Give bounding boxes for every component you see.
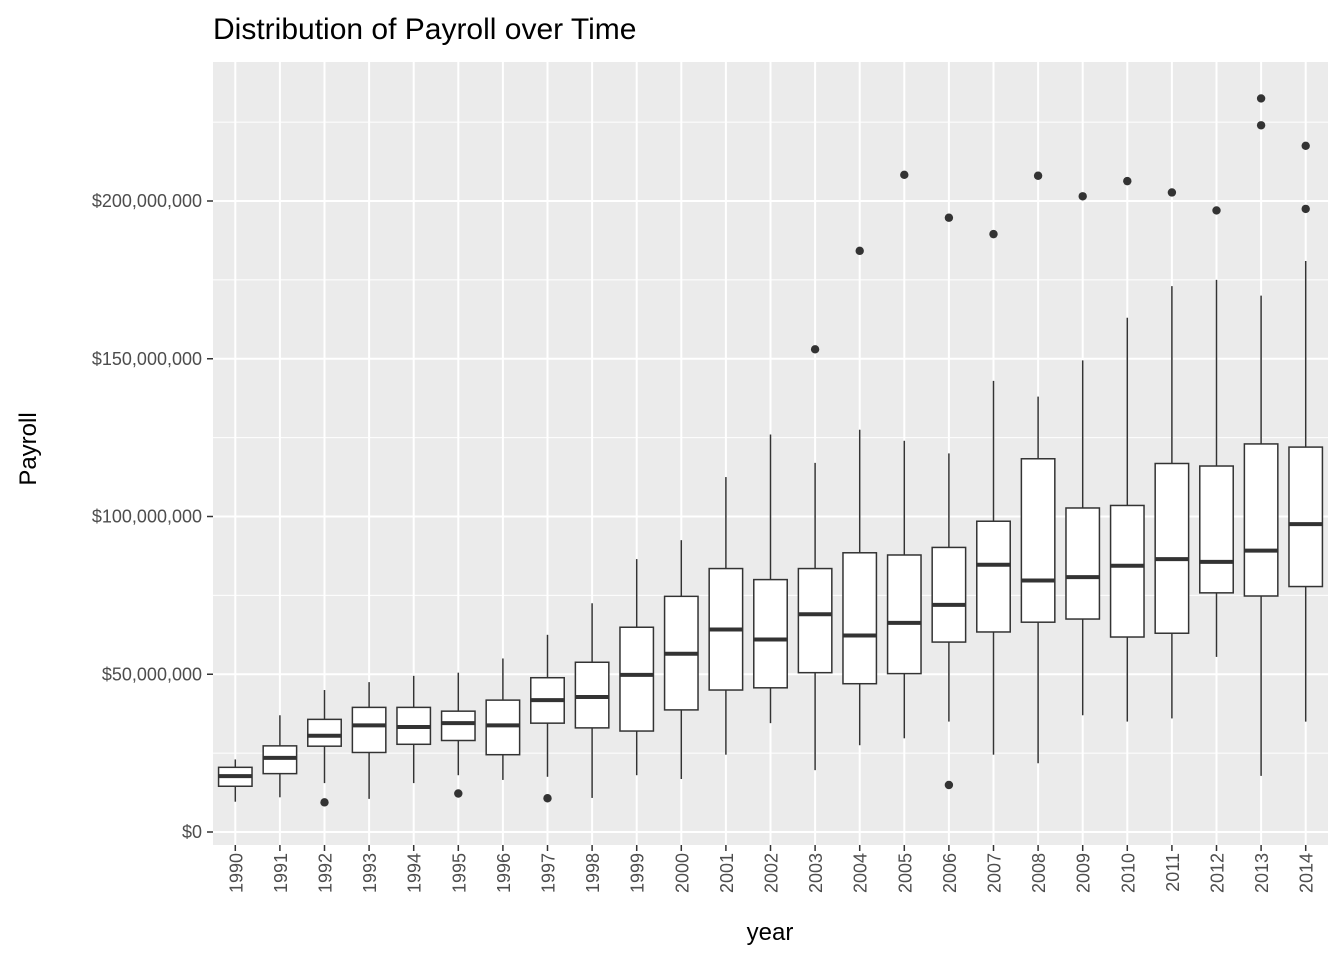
box-iqr	[931, 546, 967, 643]
outlier-point	[1301, 141, 1310, 150]
x-tick-label: 2003	[806, 853, 826, 893]
outlier-point	[1033, 171, 1043, 180]
chart-title: Distribution of Payroll over Time	[213, 13, 637, 46]
box-iqr	[1199, 465, 1234, 594]
x-tick-label: 2000	[672, 853, 692, 893]
outlier-point	[454, 789, 463, 798]
x-tick-label: 2010	[1118, 853, 1138, 893]
box-2000	[663, 540, 699, 779]
outlier-point	[855, 246, 864, 256]
outlier-point	[1078, 192, 1087, 201]
outlier-point	[1256, 121, 1266, 130]
box-2011	[1154, 188, 1190, 719]
box-2003	[797, 345, 833, 771]
box-2010	[1109, 176, 1145, 722]
x-tick-label: 2006	[940, 853, 960, 893]
box-2001	[708, 477, 744, 755]
box-iqr	[797, 567, 833, 674]
box-1992	[307, 690, 342, 807]
box-1998	[574, 603, 610, 798]
outlier-point	[1256, 94, 1266, 103]
boxplot-series	[217, 94, 1324, 807]
outlier-point	[944, 213, 954, 222]
x-tick-label: 2007	[985, 853, 1005, 893]
x-tick-label: 2011	[1163, 853, 1183, 892]
x-tick-label: 1999	[628, 853, 648, 893]
outlier-point	[944, 780, 954, 790]
x-axis-title: year	[747, 919, 794, 946]
box-iqr	[842, 552, 878, 685]
y-tick-label: $100,000,000	[92, 507, 202, 527]
x-tick-label: 2008	[1029, 853, 1049, 893]
x-tick-label: 1996	[494, 853, 514, 893]
x-tick-label: 1995	[449, 853, 469, 893]
x-tick-label: 1998	[583, 853, 603, 893]
x-tick-label: 1990	[226, 853, 246, 893]
x-tick-label: 2009	[1074, 853, 1094, 893]
y-axis-title: Payroll	[15, 412, 42, 485]
x-tick-label: 2013	[1252, 853, 1272, 893]
x-tick-label: 1997	[539, 853, 559, 893]
box-iqr	[753, 578, 788, 689]
box-iqr	[1065, 507, 1101, 620]
box-1990	[217, 759, 253, 802]
x-tick-label: 2005	[895, 853, 915, 893]
x-tick-label: 2014	[1297, 853, 1317, 893]
box-iqr	[976, 520, 1011, 633]
box-2007	[976, 229, 1011, 755]
x-tick-label: 2001	[717, 853, 737, 893]
box-2012	[1199, 206, 1234, 657]
box-1991	[262, 715, 298, 798]
x-tick-label: 1991	[271, 853, 291, 893]
box-2013	[1243, 94, 1279, 776]
box-iqr	[1288, 446, 1324, 588]
outlier-point	[989, 229, 998, 239]
box-2009	[1065, 192, 1101, 716]
box-iqr	[1154, 462, 1190, 634]
box-iqr	[619, 626, 655, 732]
x-tick-label: 2012	[1208, 853, 1228, 893]
box-iqr	[307, 718, 342, 747]
y-tick-label: $0	[182, 822, 202, 842]
outlier-point	[1167, 188, 1177, 197]
box-1995	[440, 672, 476, 798]
box-2004	[842, 246, 878, 746]
box-2005	[886, 170, 922, 739]
box-1994	[396, 675, 432, 784]
outlier-point	[1301, 204, 1310, 214]
box-iqr	[351, 706, 387, 754]
box-iqr	[1243, 443, 1279, 597]
outlier-point	[543, 794, 552, 803]
box-iqr	[1020, 458, 1056, 623]
y-tick-label: $50,000,000	[102, 664, 202, 684]
box-1993	[351, 682, 387, 799]
box-iqr	[1109, 504, 1145, 638]
outlier-point	[320, 798, 329, 807]
x-axis: 1990 1991 1992 1993 1994 1995 1996 1997 1998 1999…	[226, 845, 1317, 893]
x-tick-label: 1993	[360, 853, 380, 893]
outlier-point	[810, 345, 820, 354]
box-2014	[1288, 141, 1324, 722]
x-tick-label: 1992	[316, 853, 336, 893]
box-1999	[619, 559, 655, 776]
box-iqr	[440, 710, 476, 742]
box-iqr	[886, 554, 922, 675]
outlier-point	[900, 170, 909, 180]
box-1996	[485, 658, 521, 780]
box-2006	[931, 213, 967, 790]
box-1997	[530, 634, 565, 803]
box-2008	[1020, 171, 1056, 764]
x-tick-label: 1994	[405, 853, 425, 893]
outlier-point	[1123, 176, 1132, 186]
y-tick-label: $200,000,000	[92, 191, 202, 211]
y-axis: $0 $50,000,000 $100,000,000 $150,000,000 $20…	[92, 191, 213, 842]
box-2002	[753, 434, 788, 724]
x-tick-label: 2004	[851, 853, 871, 893]
outlier-point	[1212, 206, 1221, 215]
box-iqr	[485, 699, 521, 756]
y-tick-label: $150,000,000	[92, 349, 202, 369]
x-tick-label: 2002	[762, 853, 782, 893]
